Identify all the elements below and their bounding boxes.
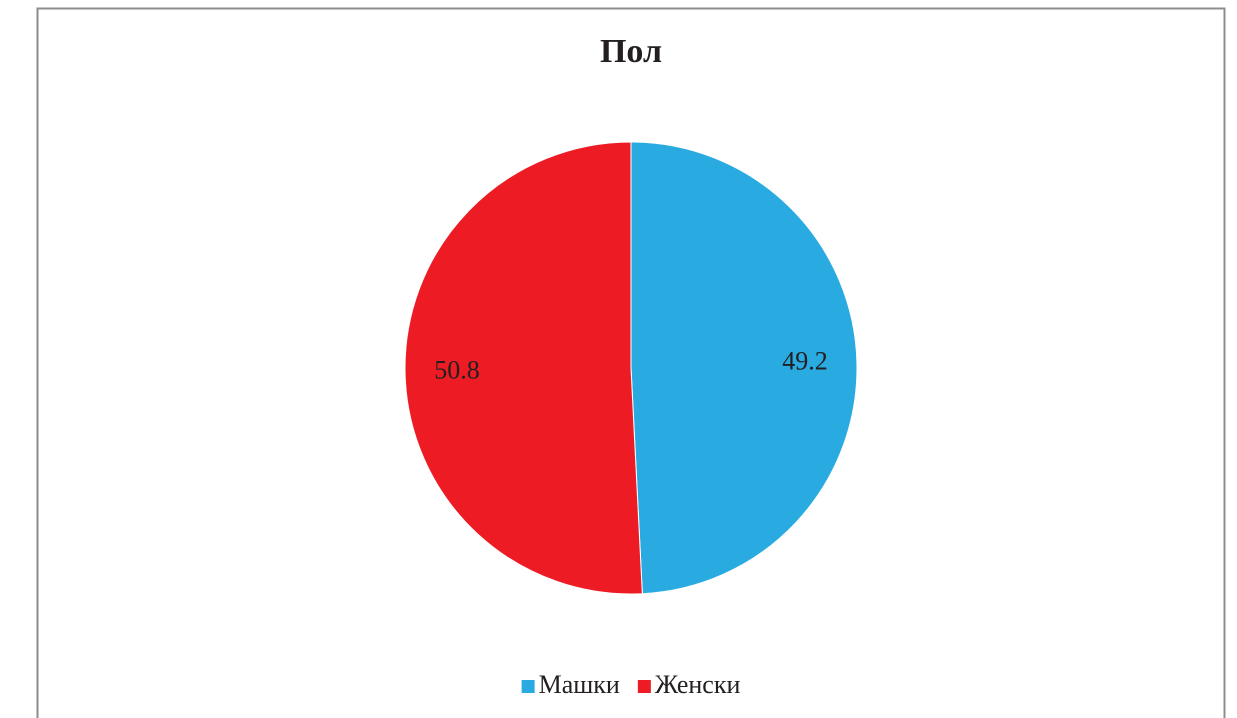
- legend-swatch: [637, 680, 651, 693]
- chart-frame: [36, 7, 1226, 718]
- pie-slice: [404, 141, 643, 595]
- data-label: 50.8: [434, 355, 480, 384]
- pie-slice: [630, 141, 858, 595]
- legend-label: Женски: [655, 670, 741, 699]
- data-label: 49.2: [782, 347, 828, 376]
- chart-title: Пол: [600, 33, 662, 70]
- legend-swatch: [521, 680, 535, 693]
- legend-label: Машки: [539, 670, 620, 699]
